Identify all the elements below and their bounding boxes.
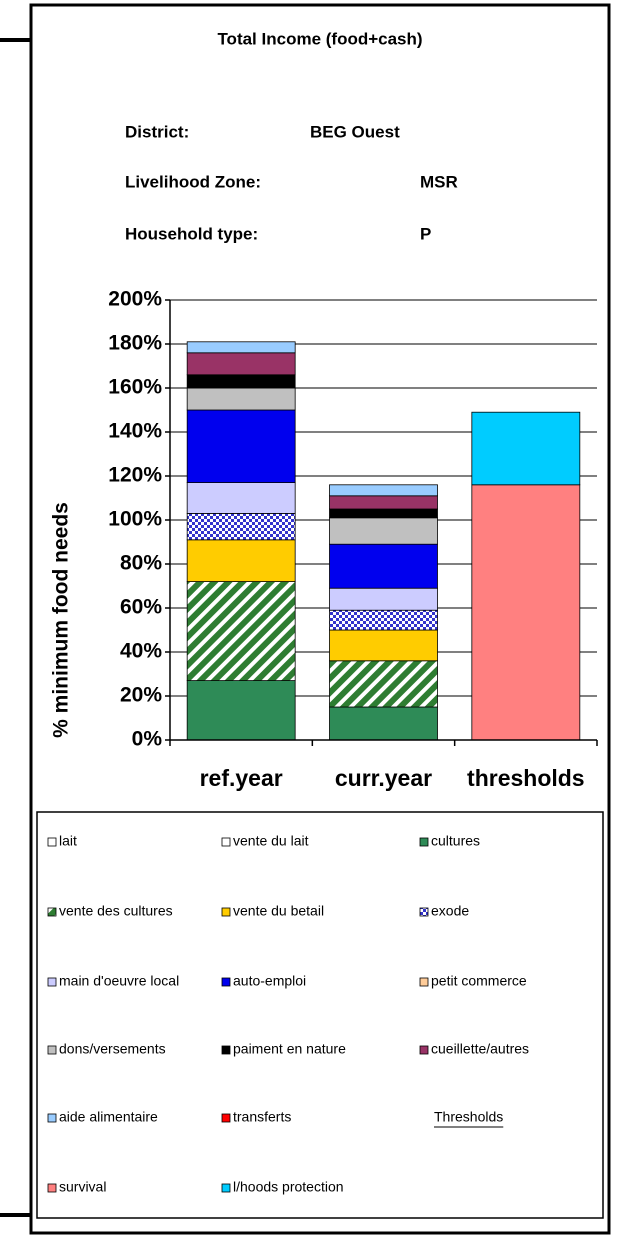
legend-swatch — [47, 907, 57, 917]
x-tick-label: thresholds — [467, 765, 585, 791]
bar-segment — [186, 581, 296, 681]
bar-segment — [186, 513, 296, 541]
bar-segment — [186, 374, 296, 389]
bar-segment — [186, 680, 296, 741]
info-value: P — [420, 224, 431, 243]
legend-label: lait — [59, 833, 77, 849]
chart-title: Total Income (food+cash) — [217, 29, 422, 48]
legend-label: auto-emploi — [233, 973, 306, 989]
y-tick-label: 100% — [108, 508, 162, 531]
bar-segment — [186, 387, 296, 411]
legend-swatch — [221, 1183, 231, 1193]
bar-segment — [471, 484, 581, 741]
y-tick-label: 0% — [132, 728, 163, 751]
bar-segment — [186, 341, 296, 354]
bar-segment — [329, 587, 438, 611]
y-tick-label: 200% — [108, 288, 162, 311]
bar-segment — [329, 508, 438, 519]
y-axis-label: % minimum food needs — [50, 502, 73, 738]
legend-swatch — [47, 1113, 57, 1123]
bar-segment — [329, 517, 438, 545]
info-label: Household type: — [125, 224, 258, 243]
legend-label: vente des cultures — [59, 903, 173, 919]
bar-segment — [186, 482, 296, 514]
legend-swatch — [47, 977, 57, 987]
legend-label: main d'oeuvre local — [59, 973, 179, 989]
legend-label: cueillette/autres — [431, 1041, 529, 1057]
info-value: MSR — [420, 172, 458, 191]
legend-title: Thresholds — [434, 1109, 503, 1125]
x-tick-label: ref.year — [200, 765, 283, 791]
legend-label: exode — [431, 903, 469, 919]
legend-label: survival — [59, 1179, 106, 1195]
legend-label: aide alimentaire — [59, 1109, 158, 1125]
y-tick-label: 140% — [108, 420, 162, 443]
legend-swatch — [419, 977, 429, 987]
legend-swatch — [221, 1045, 231, 1055]
legend-label: paiment en nature — [233, 1041, 346, 1057]
info-label: Livelihood Zone: — [125, 172, 261, 191]
frame — [29, 3, 611, 1235]
legend-swatch — [221, 977, 231, 987]
bar-segment — [329, 629, 438, 662]
legend-label: vente du lait — [233, 833, 309, 849]
legend-swatch — [419, 837, 429, 847]
y-tick-label: 180% — [108, 332, 162, 355]
legend-swatch — [47, 1045, 57, 1055]
bar-segment — [186, 352, 296, 376]
legend-swatch — [47, 837, 57, 847]
bar-segment — [329, 609, 438, 631]
legend-swatch — [419, 907, 429, 917]
info-value: BEG Ouest — [310, 122, 400, 141]
legend-label: l/hoods protection — [233, 1179, 344, 1195]
y-tick-label: 80% — [120, 552, 162, 575]
bar-segment — [329, 660, 438, 708]
legend-label: petit commerce — [431, 973, 527, 989]
legend-label: dons/versements — [59, 1041, 166, 1057]
bar-segment — [186, 409, 296, 483]
legend-label: transferts — [233, 1109, 291, 1125]
legend-swatch — [47, 1183, 57, 1193]
legend-swatch — [419, 1045, 429, 1055]
y-tick-label: 160% — [108, 376, 162, 399]
legend-swatch — [221, 907, 231, 917]
legend-label: vente du betail — [233, 903, 324, 919]
bar-segment — [471, 411, 581, 486]
bar-segment — [329, 495, 438, 510]
bar-segment — [329, 543, 438, 589]
bar-segment — [186, 539, 296, 582]
y-tick-label: 40% — [120, 640, 162, 663]
y-tick-label: 120% — [108, 464, 162, 487]
bar-segment — [329, 484, 438, 497]
bar-segment — [329, 706, 438, 741]
y-tick-label: 60% — [120, 596, 162, 619]
y-tick-label: 20% — [120, 684, 162, 707]
x-tick-label: curr.year — [335, 765, 432, 791]
legend-box — [36, 811, 604, 1219]
legend-label: cultures — [431, 833, 480, 849]
info-label: District: — [125, 122, 189, 141]
legend-swatch — [221, 837, 231, 847]
legend-swatch — [221, 1113, 231, 1123]
